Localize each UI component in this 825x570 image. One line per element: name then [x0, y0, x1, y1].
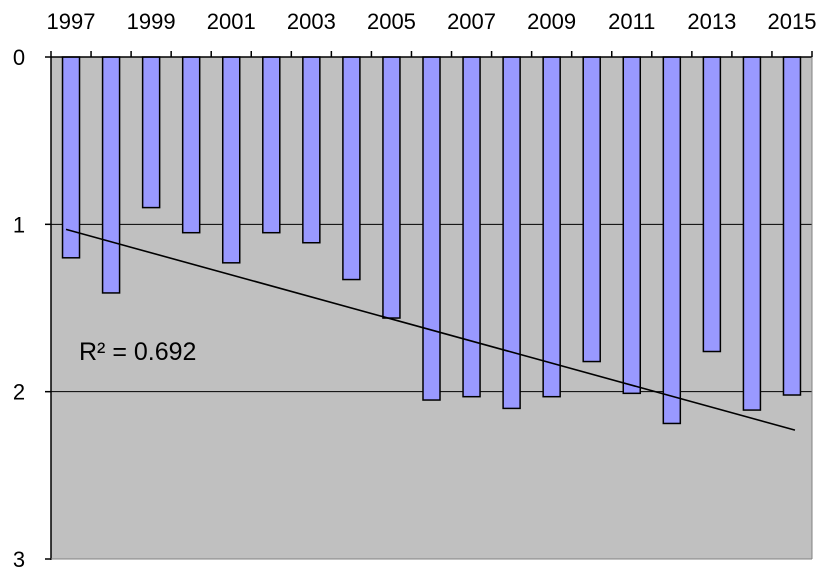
x-tick-label-2007: 2007 — [447, 9, 496, 34]
bar-2003 — [302, 56, 321, 244]
y-tick-label-0: 0 — [13, 45, 25, 70]
x-tick-label-2003: 2003 — [287, 9, 336, 34]
bar-2000 — [181, 56, 201, 234]
x-tick-label-2011: 2011 — [608, 9, 655, 34]
bar-1997 — [61, 56, 81, 259]
x-axis-ticks: 1997 1999 2001 2003 2005 2007 2009 2011 2013 2015 — [47, 9, 816, 57]
bars — [61, 56, 802, 425]
bar-2004 — [342, 56, 361, 281]
bar-2012 — [662, 56, 682, 425]
r-squared-annotation: R² = 0.692 — [79, 338, 196, 366]
bar-2006 — [422, 56, 441, 401]
x-tick-label-2005: 2005 — [367, 9, 416, 34]
x-tick-label-2015: 2015 — [767, 9, 816, 34]
bar-2005 — [382, 56, 401, 319]
trendline — [65, 228, 796, 431]
x-tick-label-1997: 1997 — [47, 9, 96, 34]
bar-2011 — [622, 56, 642, 395]
bar-2008 — [502, 56, 521, 410]
y-tick-label-2: 2 — [13, 380, 25, 405]
x-tick-label-2001: 2001 — [207, 9, 256, 34]
bar-2013 — [702, 56, 722, 353]
x-tick-label-2013: 2013 — [687, 9, 736, 34]
bar-2007 — [462, 56, 481, 398]
bar-2014 — [742, 56, 762, 411]
bar-2001 — [221, 56, 241, 264]
axes — [50, 56, 813, 560]
x-tick-label-1999: 1999 — [127, 9, 176, 34]
bar-1998 — [101, 56, 121, 294]
bar-2015 — [782, 56, 802, 396]
bar-2010 — [582, 56, 601, 363]
y-tick-label-1: 1 — [13, 212, 25, 237]
y-axis-ticks: 0 1 2 3 — [13, 45, 51, 570]
y-tick-label-3: 3 — [13, 547, 25, 570]
bar-2002 — [262, 56, 281, 234]
x-tick-label-2009: 2009 — [527, 9, 576, 34]
bar-2009 — [542, 56, 561, 398]
bar-1999 — [141, 56, 161, 209]
